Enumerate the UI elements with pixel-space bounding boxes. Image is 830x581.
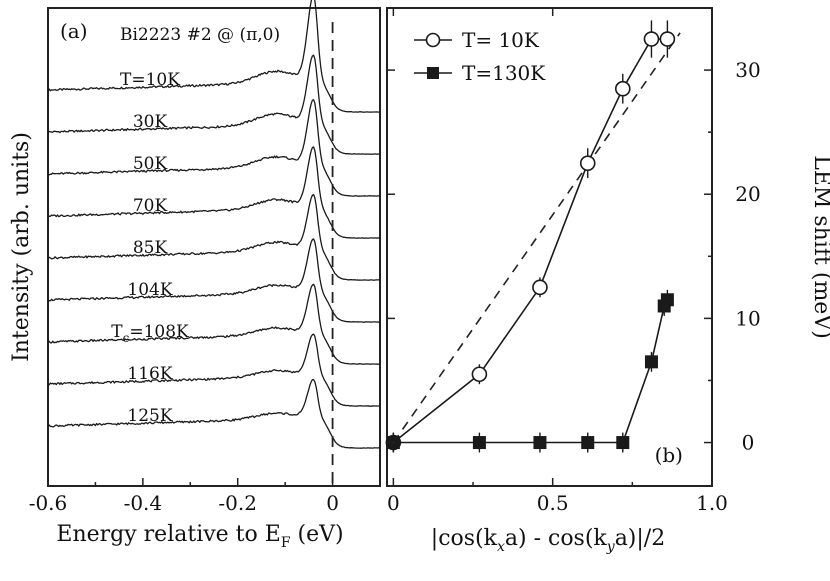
legend-marker-open-circle [425, 32, 441, 48]
data-point-open-circle [532, 279, 548, 296]
x-tick-label: 0.5 [537, 491, 569, 515]
xlabel-sub-x: x [497, 539, 505, 555]
panel-a-y-axis-label: Intensity (arb. units) [9, 132, 34, 362]
series-t10k-line [392, 38, 668, 444]
spectrum-label: 30K [133, 112, 168, 132]
data-point-filled-square [644, 355, 658, 369]
spectra-curves [47, 0, 381, 449]
x-tick-label: 0 [387, 491, 400, 515]
panel-a-x-axis-label: Energy relative to EF (eV) [56, 522, 343, 551]
x-tick-label: -0.4 [124, 491, 163, 515]
xlabel-part-1: |cos(k [431, 526, 498, 551]
panel-b-shift-plot: 0 0.5 1.0 0 10 20 30 (b) T= 10K T=130K LEM shi… [385, 7, 830, 555]
panel-a-title: Bi2223 #2 @ (π,0) [120, 25, 280, 45]
legend-label-t10k: T= 10K [462, 28, 540, 52]
panel-b-ticks: 0 0.5 1.0 0 10 20 30 [387, 8, 761, 515]
data-point-open-circle [579, 155, 596, 171]
panel-a-label: (a) [60, 19, 88, 43]
data-point-filled-square [660, 293, 674, 307]
y-tick-label: 20 [735, 182, 760, 206]
spectrum-label: 116K [127, 364, 172, 384]
panel-a-spectra: T=10K 30K 50K 70K 85K 104K Tc=108K 116K 125K -0.… [9, 0, 381, 551]
panel-a-frame [47, 7, 381, 487]
legend: T= 10K T=130K [414, 28, 546, 85]
spectrum-label: 125K [127, 406, 172, 426]
spectrum-curve [47, 54, 381, 155]
spectrum-curve [47, 99, 380, 197]
panel-b-frame [386, 7, 713, 487]
xlabel-part-3: a) [615, 526, 637, 551]
data-point-open-circle [643, 31, 660, 47]
data-point-open-circle [614, 80, 631, 97]
x-axis-label-main: Energy relative to E [56, 522, 280, 547]
spectrum-curve [47, 283, 381, 365]
x-tick-label: -0.2 [218, 491, 257, 515]
legend-marker-filled-square [427, 67, 439, 79]
spectrum-label: 70K [133, 196, 168, 216]
spectrum-label: Tc=108K [111, 322, 189, 345]
spectrum-label: T=10K [120, 70, 180, 90]
data-point-open-circle [659, 31, 676, 47]
data-point-filled-square [472, 436, 486, 450]
x-tick-label: 0 [326, 491, 339, 515]
y-tick-label: 0 [742, 431, 755, 455]
spectrum-label: 85K [133, 238, 168, 258]
spectrum-curve [47, 146, 381, 239]
spectrum-label: 104K [127, 280, 172, 300]
spectra-labels: T=10K 30K 50K 70K 85K 104K Tc=108K 116K 125K [111, 70, 189, 426]
x-tick-label: 1.0 [696, 491, 728, 515]
panel-a-x-ticks: -0.6 -0.4 -0.2 0 [29, 478, 339, 515]
spectrum-curve [47, 193, 381, 281]
spectrum-label: 50K [133, 154, 168, 174]
x-tick-label: -0.6 [29, 491, 68, 515]
spectrum-curve [47, 379, 381, 449]
panel-b-label: (b) [655, 443, 683, 467]
xlabel-part-4: |/2 [636, 526, 665, 551]
panel-b-x-axis-label: |cos(kxa) - cos(kya)|/2 [431, 526, 665, 555]
spectrum-curve [47, 0, 381, 113]
x-axis-label-unit: (eV) [298, 522, 344, 547]
data-points [385, 20, 676, 453]
panel-b-y-axis-label: LEM shift (meV) [809, 155, 830, 339]
y-tick-label: 30 [735, 58, 760, 82]
data-point-filled-square [616, 436, 630, 450]
series-t130k-line [393, 299, 669, 444]
spectrum-curve [47, 238, 381, 323]
spectrum-curve [47, 333, 381, 407]
xlabel-sub-y: y [606, 539, 616, 555]
data-point-filled-square [581, 436, 595, 450]
legend-label-t130k: T=130K [462, 61, 546, 85]
data-point-open-circle [471, 366, 488, 383]
linear-fit-dashed-line [392, 32, 681, 443]
xlabel-part-2: a) - cos(k [505, 526, 608, 551]
x-axis-label-subscript: F [281, 535, 291, 551]
y-tick-label: 10 [735, 306, 760, 330]
data-point-filled-square [533, 436, 547, 450]
